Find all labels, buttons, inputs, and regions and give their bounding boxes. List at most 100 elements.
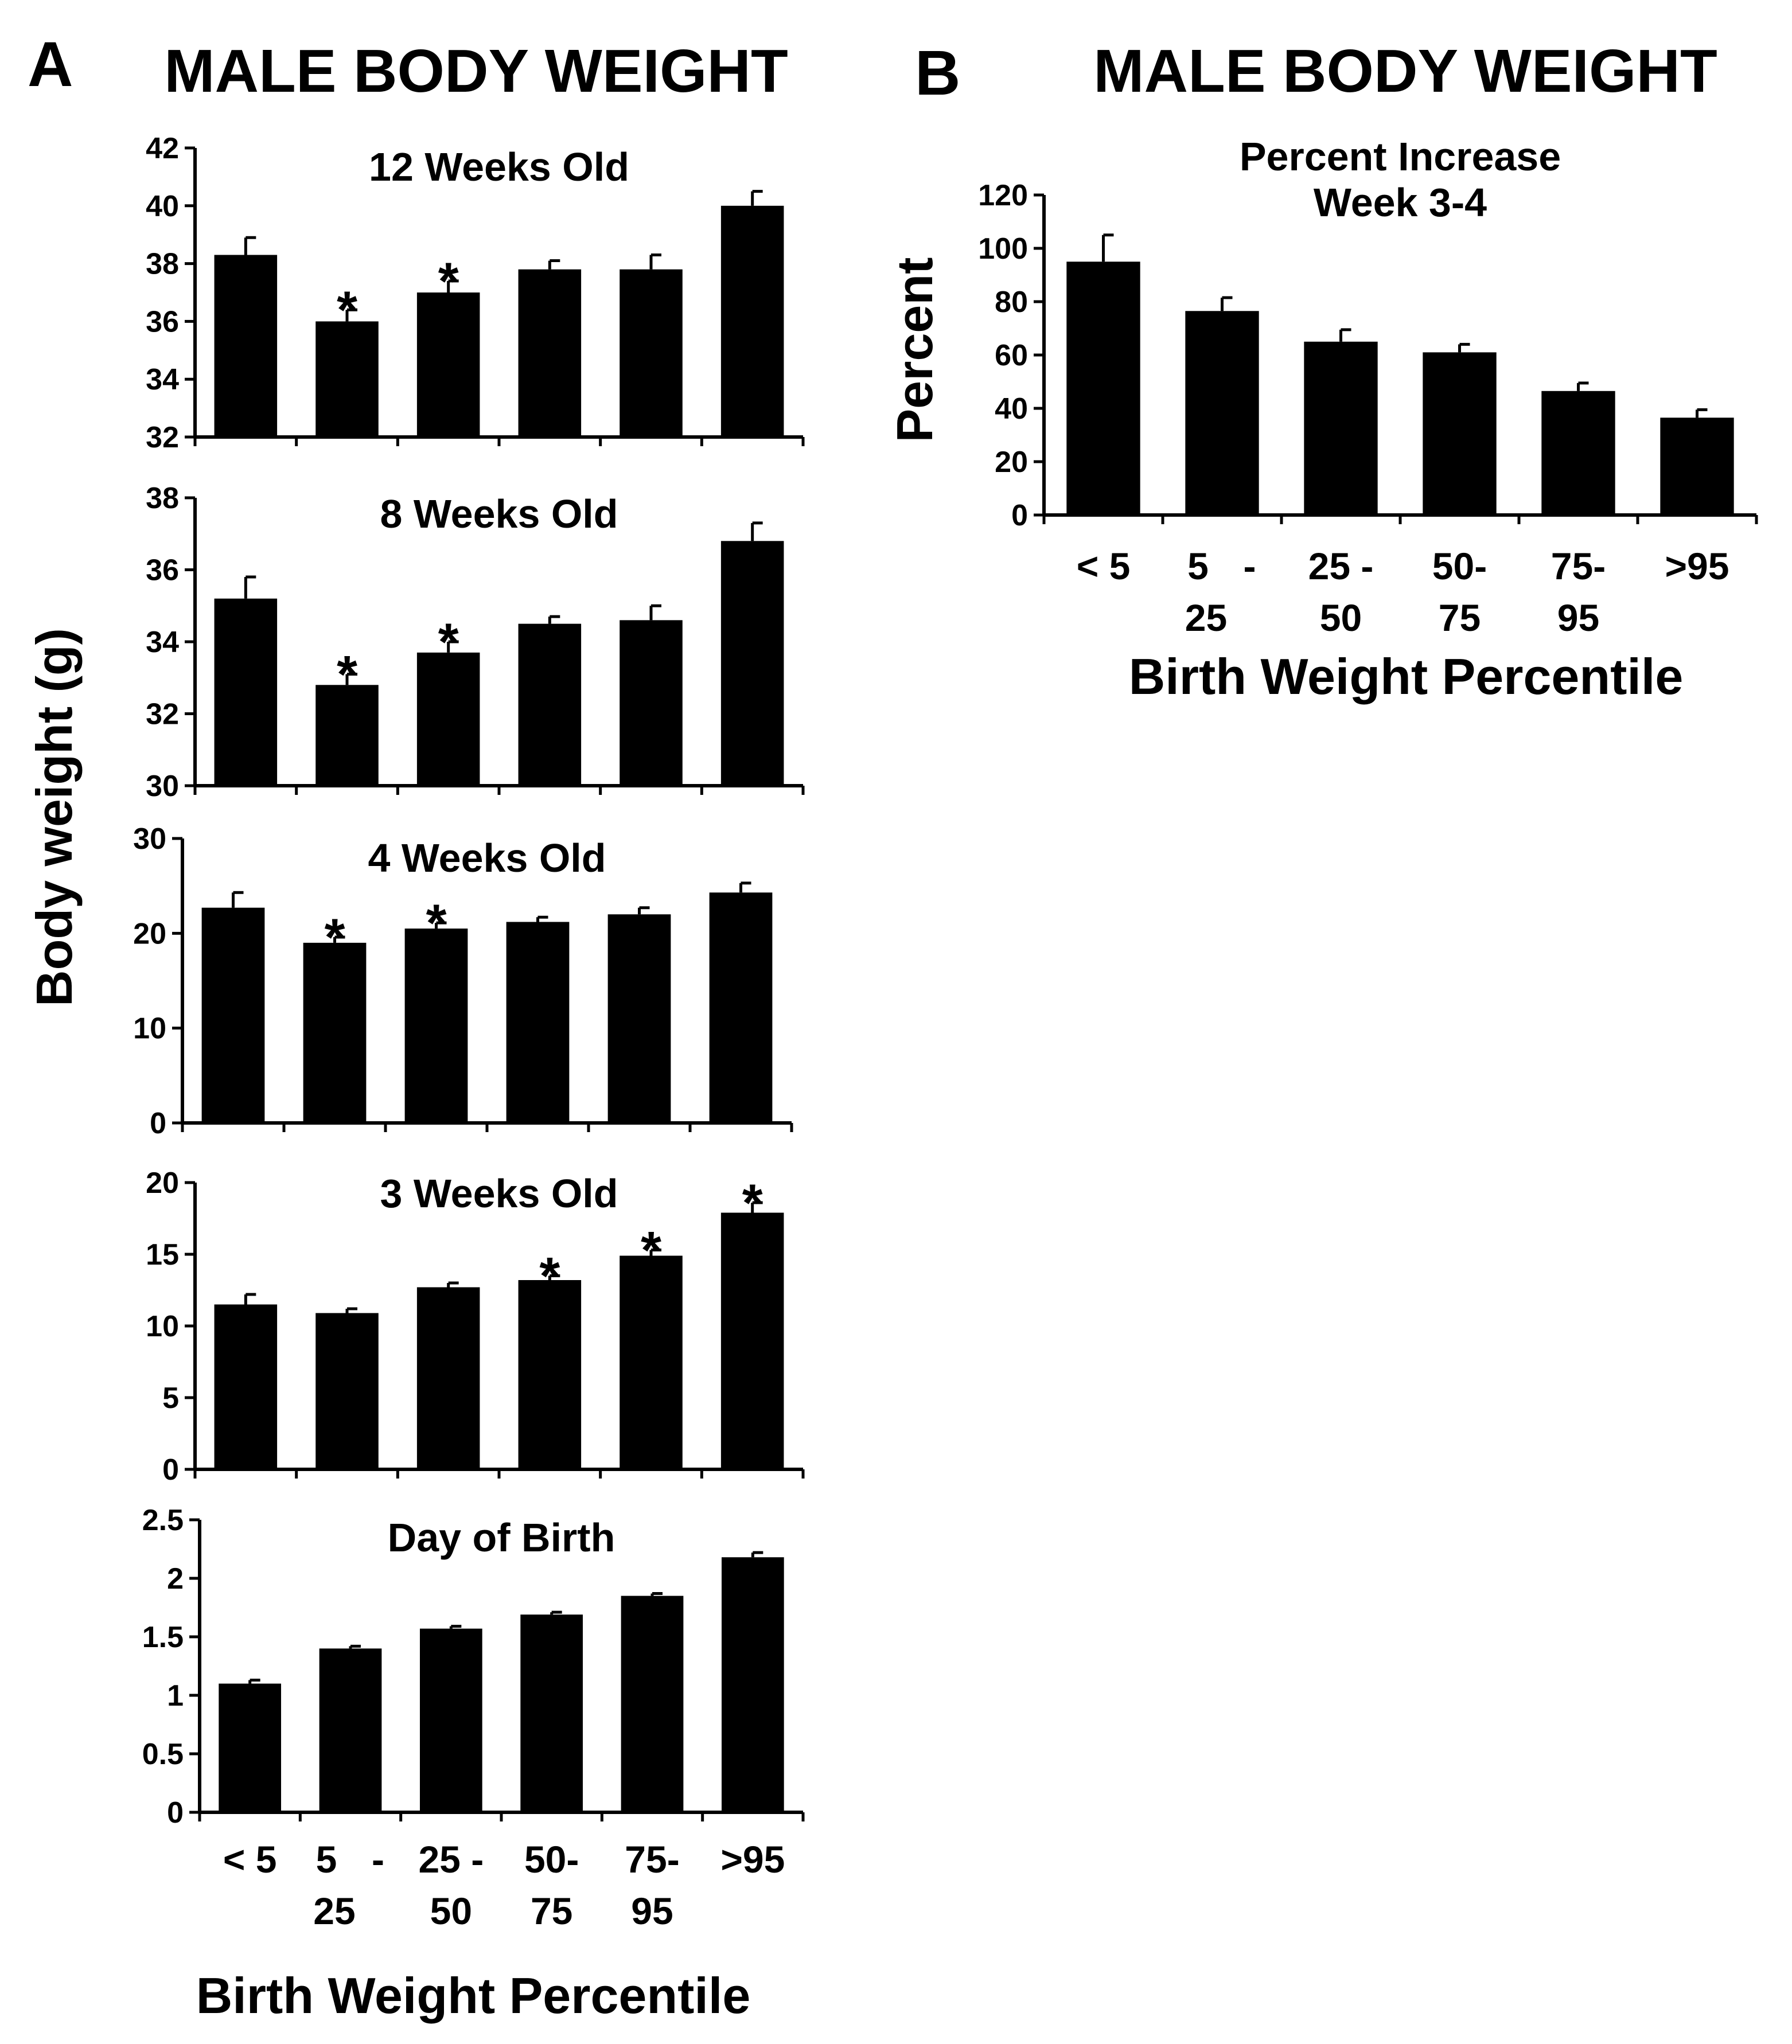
panel-a-y-axis-title: Body weight (g) [26,628,83,1007]
y-tick-label: 32 [146,698,179,731]
y-tick-label: 42 [146,132,179,165]
bar [319,1648,382,1812]
y-tick-label: 0 [150,1107,166,1140]
chart-title: 12 Weeks Old [369,145,629,189]
category-label: 50 [430,1890,472,1932]
bar [214,598,278,786]
category-label: 75 [531,1890,572,1932]
significance-marker: * [539,1247,560,1306]
category-label: 50- [524,1838,579,1881]
chart-title: 8 Weeks Old [380,492,618,536]
y-tick-label: 36 [146,305,179,338]
y-tick-label: 20 [995,446,1028,479]
significance-marker: * [438,613,459,672]
bar [214,255,278,437]
y-tick-label: 80 [995,286,1028,319]
chart-8-weeks-old: 8 Weeks Old 30 32 34 36 38 * * [146,482,805,803]
panel-b-x-axis-title: Birth Weight Percentile [1129,648,1684,705]
bar [219,1683,282,1812]
y-tick-label: 30 [133,822,166,856]
bar [620,1255,683,1469]
bar [1185,311,1259,515]
bar [303,942,367,1123]
bar [720,541,784,786]
bar [709,892,773,1123]
bar [1660,418,1734,515]
chart-4-weeks-old: 4 Weeks Old 0 10 20 30 * * [133,822,793,1140]
chart-title: 3 Weeks Old [380,1171,618,1216]
panel-b-y-axis-title: Percent [886,258,943,443]
bar [201,907,265,1123]
significance-marker: * [426,894,447,953]
y-tick-label: 38 [146,248,179,281]
category-label: 25 [1185,596,1227,639]
significance-marker: * [742,1174,763,1232]
bar [404,929,468,1123]
bar [518,1280,582,1469]
category-label: 5 [1187,545,1209,587]
significance-marker: * [641,1222,661,1280]
category-label: 5 [316,1838,337,1881]
y-tick-label: 34 [146,363,179,396]
category-label: 25 - [418,1838,484,1881]
y-tick-label: 0 [162,1453,179,1487]
chart-title: Day of Birth [388,1515,615,1560]
y-tick-label: 10 [146,1310,179,1343]
y-tick-label: 0 [1011,499,1028,532]
bar [520,1614,583,1812]
y-tick-label: 20 [133,917,166,950]
bar [620,620,683,786]
y-tick-label: 34 [146,626,179,659]
chart-3-weeks-old: 3 Weeks Old 0 5 10 15 20 * * * [146,1167,805,1487]
bar [721,1557,784,1812]
y-tick-label: 2.5 [142,1504,184,1537]
bar [607,914,671,1123]
bar [416,292,480,437]
y-tick-label: 15 [146,1238,179,1271]
significance-marker: * [325,908,345,967]
y-tick-label: 10 [133,1012,166,1046]
panel-a-letter: A [28,29,73,100]
bar [506,922,570,1123]
bar [315,321,379,437]
bar [720,205,784,437]
category-label: >95 [720,1838,785,1881]
y-tick-label: 0.5 [142,1738,184,1771]
significance-marker: * [337,281,357,340]
bar [315,1313,379,1469]
chart-title: Percent Increase [1240,134,1561,179]
bar [416,652,480,786]
chart-12-weeks-old: 12 Weeks Old 32 34 36 38 40 42 * * [146,132,805,454]
bar [416,1287,480,1469]
bar [1304,341,1378,515]
y-tick-label: 0 [167,1796,184,1830]
panel-a-x-axis-title: Birth Weight Percentile [196,1967,751,2024]
category-label: 25 - [1308,545,1374,587]
category-label: 50 [1320,596,1362,639]
panel-b-letter: B [915,38,960,108]
chart-title: 4 Weeks Old [368,836,606,880]
y-tick-label: 5 [162,1382,179,1415]
category-label: 50- [1432,545,1487,587]
category-label: 75- [625,1838,679,1881]
y-tick-label: 100 [978,232,1028,266]
bar [518,269,582,437]
y-tick-label: 1.5 [142,1621,184,1654]
category-label: - [1244,545,1256,587]
category-label: 95 [631,1890,673,1932]
chart-day-of-birth: Day of Birth 0 0.5 1 1.5 2 2.5 < 5 5 -25 25 - 50 50-… [142,1504,805,1932]
bar [621,1596,684,1812]
y-tick-label: 2 [167,1562,184,1596]
bar [620,269,683,437]
bar [419,1628,482,1812]
y-tick-label: 32 [146,421,179,454]
panel-a-title: MALE BODY WEIGHT [164,37,788,105]
bar [518,623,582,786]
bar [214,1304,278,1469]
significance-marker: * [438,252,459,311]
category-label: - [372,1838,384,1881]
bar [1541,391,1615,515]
